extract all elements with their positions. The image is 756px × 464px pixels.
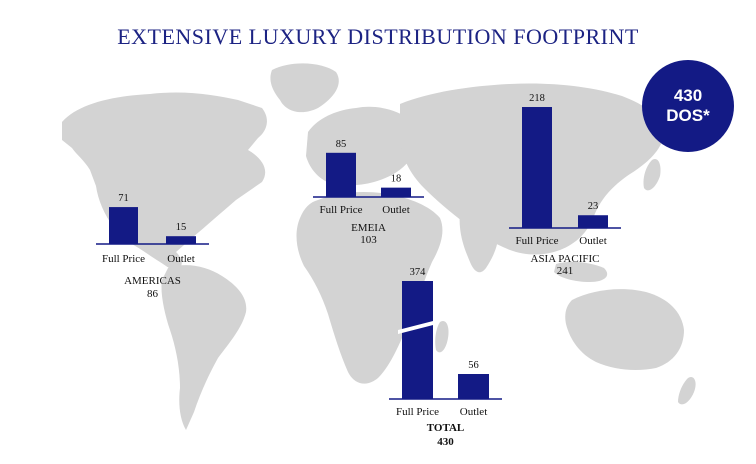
americas-bar-outlet: [166, 236, 196, 244]
badge-value: 430: [673, 86, 703, 105]
americas-label-full-price: Full Price: [102, 253, 145, 265]
total-region-total: 430: [437, 436, 454, 448]
dos-badge: 430 DOS*: [642, 60, 734, 152]
africa-shape: [296, 192, 443, 384]
asia-pacific-bar-full-price: [522, 107, 552, 228]
americas-value-full-price: 71: [118, 193, 129, 204]
asia-pacific-bar-outlet: [578, 215, 608, 228]
americas-region-label: AMERICAS: [124, 275, 181, 287]
badge-label: DOS*: [666, 106, 710, 125]
madagascar-shape: [435, 320, 449, 353]
emeia-bar-outlet: [381, 187, 411, 197]
emeia-bar-full-price: [326, 152, 356, 197]
asia-pacific-label-outlet: Outlet: [579, 235, 607, 247]
asia-pacific-value-outlet: 23: [588, 201, 599, 212]
page-title: EXTENSIVE LUXURY DISTRIBUTION FOOTPRINT: [117, 24, 639, 49]
emeia-label-outlet: Outlet: [382, 204, 410, 216]
south-america-shape: [161, 265, 247, 430]
new-zealand-shape: [678, 376, 696, 405]
total-bar-outlet: [458, 374, 489, 399]
americas-region-total: 86: [147, 288, 159, 300]
asia-pacific-region-total: 241: [557, 265, 574, 277]
southeast-asia-shape: [554, 261, 608, 282]
greenland-shape: [270, 63, 339, 113]
emeia-value-outlet: 18: [391, 174, 402, 185]
total-value-outlet: 56: [468, 360, 479, 371]
total-value-full-price: 374: [410, 267, 427, 278]
americas-bar-full-price: [109, 207, 138, 244]
americas-value-outlet: 15: [176, 222, 187, 233]
emeia-value-full-price: 85: [336, 139, 347, 150]
india-shape: [459, 210, 499, 273]
total-axis-break: [398, 320, 437, 334]
emeia-label-full-price: Full Price: [319, 204, 362, 216]
emeia-region-label: EMEIA: [351, 222, 386, 234]
asia-pacific-label-full-price: Full Price: [515, 235, 558, 247]
total-label-full-price: Full Price: [396, 406, 439, 418]
australia-shape: [565, 289, 684, 370]
asia-pacific-region-label: ASIA PACIFIC: [531, 253, 600, 265]
americas-label-outlet: Outlet: [167, 253, 195, 265]
asia-pacific-value-full-price: 218: [529, 93, 545, 104]
total-bar-full-price: [402, 281, 433, 399]
emeia-region-total: 103: [360, 234, 377, 246]
total-region-label: TOTAL: [427, 422, 465, 434]
japan-shape: [643, 158, 661, 191]
total-label-outlet: Outlet: [460, 406, 488, 418]
